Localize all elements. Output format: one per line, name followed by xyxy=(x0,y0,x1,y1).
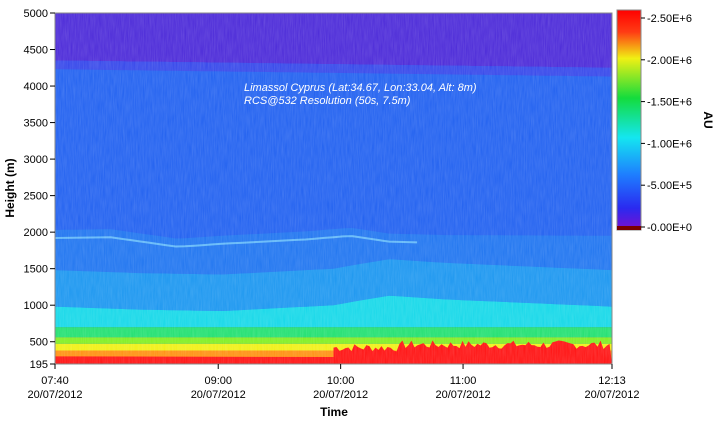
y-tick-label: 2000 xyxy=(24,227,48,239)
station-annotation-line2: RCS@532 Resolution (50s, 7.5m) xyxy=(244,95,411,107)
x-tick-date: 20/07/2012 xyxy=(27,389,82,401)
colorbar-ticks: -2.50E+6 -2.00E+6 -1.50E+6 -1.00E+6 -5.00E+5… xyxy=(641,13,692,234)
y-tick-label: 4000 xyxy=(24,81,48,93)
colorbar-floor xyxy=(617,226,641,230)
x-tick-time: 09:00 xyxy=(204,375,232,387)
y-tick-label: 500 xyxy=(30,337,48,349)
y-tick-label: 195 xyxy=(30,359,48,371)
x-tick-time: 12:13 xyxy=(598,375,626,387)
x-axis-label: Time xyxy=(320,405,348,419)
y-axis: 5000 4500 4000 3500 3000 2500 2000 1500 1000 500 1… xyxy=(24,8,55,371)
x-axis: 07:40 20/07/2012 09:00 20/07/2012 10:00 20/07… xyxy=(27,364,640,401)
colorbar: -2.50E+6 -2.00E+6 -1.50E+6 -1.00E+6 -5.00E+5… xyxy=(616,9,692,234)
x-tick-time: 11:00 xyxy=(450,375,477,387)
colorbar-tick-label: -1.00E+6 xyxy=(647,138,692,150)
x-tick-time: 10:00 xyxy=(327,375,355,387)
y-tick-label: 4500 xyxy=(24,45,48,57)
y-tick-label: 3500 xyxy=(24,118,48,130)
y-tick-label: 1000 xyxy=(24,300,48,312)
y-tick-label: 1500 xyxy=(24,264,48,276)
colorbar-label: AU xyxy=(701,111,715,128)
y-tick-label: 3000 xyxy=(24,154,48,166)
signal-noise-texture xyxy=(55,13,612,364)
y-axis-label: Height (m) xyxy=(3,158,17,217)
station-annotation-line1: Limassol Cyprus (Lat:34.67, Lon:33.04, A… xyxy=(244,82,477,94)
x-tick-date: 20/07/2012 xyxy=(191,389,246,401)
x-tick-time: 07:40 xyxy=(41,375,69,387)
colorbar-tick-label: -0.00E+0 xyxy=(647,222,692,234)
colorbar-tick-label: -1.50E+6 xyxy=(647,97,692,109)
plot-frame xyxy=(54,12,613,365)
y-tick-label: 5000 xyxy=(24,8,48,20)
x-tick-date: 20/07/2012 xyxy=(436,389,491,401)
colorbar-gradient xyxy=(616,9,642,231)
y-tick-label: 2500 xyxy=(24,191,48,203)
heatmap-area xyxy=(55,13,612,364)
colorbar-tick-label: -5.00E+5 xyxy=(647,180,692,192)
x-tick-date: 20/07/2012 xyxy=(313,389,368,401)
x-tick-date: 20/07/2012 xyxy=(584,389,639,401)
colorbar-tick-label: -2.50E+6 xyxy=(647,13,692,25)
colorbar-tick-label: -2.00E+6 xyxy=(647,55,692,67)
